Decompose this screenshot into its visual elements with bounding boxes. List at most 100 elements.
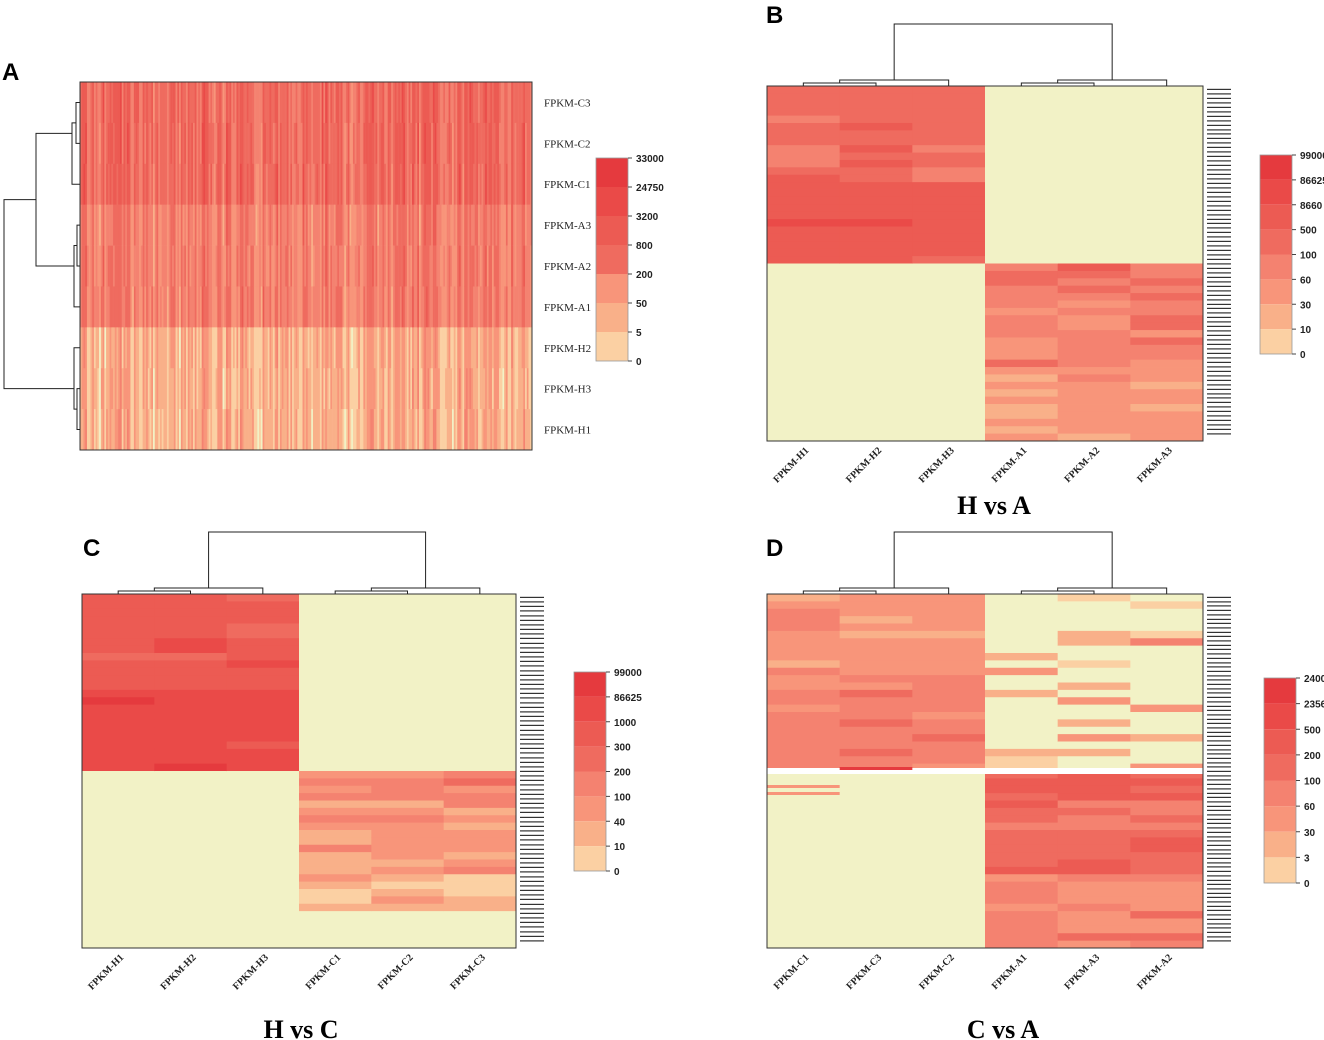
heatmap-a-cell bbox=[222, 122, 225, 165]
heatmap-a-cell bbox=[342, 163, 345, 205]
heatmap-a-cell bbox=[528, 327, 531, 369]
heatmap-a-cell bbox=[295, 286, 298, 328]
heatmap-a-cell bbox=[104, 122, 107, 165]
heatmap-a-cell bbox=[267, 409, 270, 451]
heatmap-b-cell bbox=[985, 374, 1059, 383]
heatmap-a-cell bbox=[81, 409, 84, 451]
heatmap-b-cell bbox=[985, 426, 1059, 435]
heatmap-d-cell bbox=[912, 859, 986, 868]
heatmap-c-cell bbox=[299, 741, 372, 750]
heatmap-a-cell bbox=[493, 368, 496, 410]
heatmap-a-cell bbox=[490, 327, 493, 369]
heatmap-a-cell bbox=[525, 327, 528, 369]
heatmap-a-cell bbox=[405, 409, 408, 451]
heatmap-a-cell bbox=[467, 204, 470, 246]
heatmap-a-cell bbox=[488, 163, 491, 205]
heatmap-a-cell bbox=[222, 204, 225, 246]
heatmap-b-cell bbox=[767, 337, 841, 346]
heatmap-c-cell bbox=[82, 925, 155, 934]
heatmap-a-cell bbox=[111, 163, 114, 205]
heatmap-b-cell bbox=[912, 100, 986, 109]
heatmap-a-cell bbox=[415, 122, 418, 165]
heatmap-a-cell bbox=[269, 245, 272, 287]
heatmap-a-cell bbox=[439, 327, 442, 369]
heatmap-a-cell bbox=[332, 82, 335, 124]
heatmap-a-cell bbox=[106, 82, 109, 124]
heatmap-a-cell bbox=[316, 368, 319, 410]
heatmap-a-cell bbox=[208, 122, 211, 165]
heatmap-a-cell bbox=[472, 368, 475, 410]
heatmap-b-cell bbox=[1057, 433, 1131, 442]
heatmap-a-cell bbox=[199, 82, 202, 124]
heatmap-a-cell bbox=[419, 327, 422, 369]
heatmap-a-cell bbox=[410, 204, 413, 246]
heatmap-a-cell bbox=[382, 204, 385, 246]
gene-label-d: ▬▬▬▬▬▬ bbox=[1207, 638, 1231, 643]
heatmap-a-cell bbox=[272, 368, 276, 410]
heatmap-b-cell bbox=[985, 145, 1059, 153]
dendrogram-a-branch bbox=[3, 199, 74, 390]
heatmap-a-cell bbox=[166, 327, 169, 369]
heatmap-b-cell bbox=[839, 159, 913, 168]
heatmap-a-cell bbox=[410, 245, 413, 287]
heatmap-c-cell bbox=[371, 807, 445, 816]
gene-label-b: ▬▬▬▬▬▬ bbox=[1207, 162, 1231, 167]
gene-label-d: ▬▬▬▬▬▬ bbox=[1207, 785, 1231, 790]
heatmap-a-cell bbox=[490, 204, 493, 246]
heatmap-d-cell bbox=[1130, 903, 1204, 912]
column-label-c: FPKM-H3 bbox=[231, 952, 271, 992]
colorbar-b-swatch bbox=[1260, 229, 1292, 255]
heatmap-b-cell bbox=[767, 270, 841, 279]
gene-label-d: ▬▬▬▬▬▬ bbox=[1207, 620, 1231, 625]
heatmap-a-cell bbox=[500, 204, 503, 246]
heatmap-b-cell bbox=[1057, 211, 1131, 220]
heatmap-a-cell bbox=[238, 286, 241, 328]
heatmap-c-cell bbox=[226, 719, 300, 728]
heatmap-a-cell bbox=[121, 368, 124, 410]
heatmap-a-cell bbox=[422, 409, 425, 451]
heatmap-a-cell bbox=[518, 286, 521, 328]
heatmap-d-cell bbox=[839, 675, 913, 683]
heatmap-b-cell bbox=[839, 122, 913, 131]
heatmap-a-cell bbox=[387, 245, 390, 287]
heatmap-d-cell bbox=[1130, 594, 1204, 602]
gene-label-b: ▬▬▬▬▬▬ bbox=[1207, 305, 1231, 310]
heatmap-a-cell bbox=[154, 286, 157, 328]
heatmap-d-cell bbox=[912, 800, 986, 809]
heatmap-a-cell bbox=[109, 245, 112, 287]
heatmap-a-cell bbox=[372, 286, 375, 328]
heatmap-a-cell bbox=[165, 122, 168, 165]
heatmap-a-cell bbox=[413, 163, 416, 205]
heatmap-a-cell bbox=[354, 409, 357, 451]
heatmap-d-cell bbox=[767, 778, 841, 787]
heatmap-a-cell bbox=[132, 409, 135, 451]
heatmap-a-cell bbox=[262, 82, 265, 124]
heatmap-d-cell bbox=[985, 608, 1059, 617]
heatmap-a-cell bbox=[248, 286, 251, 328]
heatmap-a-cell bbox=[455, 409, 458, 451]
heatmap-a-cell bbox=[349, 163, 352, 205]
heatmap-a-cell bbox=[158, 82, 161, 124]
heatmap-a-cell bbox=[406, 204, 409, 246]
heatmap-a-cell bbox=[474, 409, 477, 451]
heatmap-a-cell bbox=[326, 368, 329, 410]
heatmap-a-cell bbox=[392, 163, 395, 205]
heatmap-a-cell bbox=[403, 204, 406, 246]
heatmap-a-cell bbox=[172, 327, 175, 369]
heatmap-a-cell bbox=[361, 163, 364, 205]
heatmap-a-cell bbox=[385, 368, 389, 410]
heatmap-c-cell bbox=[154, 837, 228, 846]
heatmap-a-cell bbox=[385, 163, 389, 205]
heatmap-a-cell bbox=[523, 122, 526, 165]
heatmap-a-cell bbox=[292, 204, 295, 246]
heatmap-b-cell bbox=[839, 426, 913, 435]
heatmap-a-cell bbox=[458, 368, 462, 410]
heatmap-a-cell bbox=[502, 327, 505, 369]
heatmap-a-cell bbox=[166, 286, 169, 328]
heatmap-a-cell bbox=[340, 204, 343, 246]
heatmap-a-cell bbox=[205, 204, 208, 246]
heatmap-a-cell bbox=[319, 286, 322, 328]
heatmap-c-cell bbox=[299, 896, 372, 905]
heatmap-a-cell bbox=[498, 163, 502, 205]
